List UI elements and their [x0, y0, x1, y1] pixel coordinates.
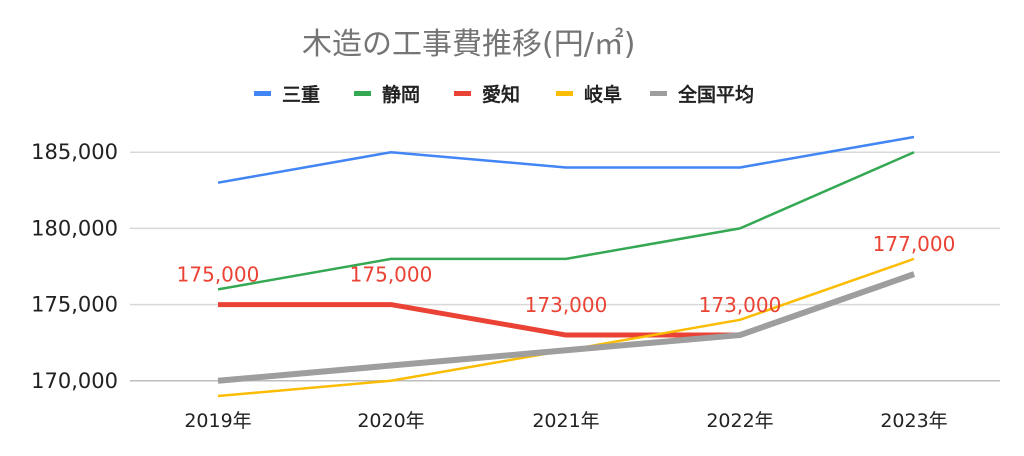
legend-label: 静岡 [382, 83, 420, 106]
gridlines [130, 151, 1000, 382]
legend-swatch [650, 91, 667, 96]
y-tick-label: 170,000 [31, 369, 118, 393]
legend-label: 全国平均 [677, 83, 754, 106]
chart-title: 木造の工事費推移(円/㎡) [302, 27, 636, 62]
x-tick-label: 2022年 [706, 410, 773, 432]
y-axis: 170,000 175,000 180,000 185,000 [31, 140, 118, 393]
y-tick-label: 175,000 [31, 293, 118, 317]
data-label: 173,000 [699, 293, 782, 317]
series-line-静岡 [217, 151, 915, 291]
x-tick-label: 2020年 [357, 410, 424, 432]
x-tick-label: 2019年 [184, 410, 251, 432]
y-tick-label: 185,000 [31, 140, 118, 164]
x-tick-label: 2021年 [532, 410, 599, 432]
series-line-三重 [217, 135, 915, 184]
x-axis: 2019年 2020年 2021年 2022年 2023年 [184, 410, 947, 432]
data-label: 175,000 [177, 263, 260, 287]
series-line-全国平均 [217, 271, 915, 384]
legend-swatch [354, 91, 371, 96]
x-tick-label: 2023年 [880, 410, 947, 432]
legend-swatch [254, 91, 271, 96]
legend-label: 岐阜 [584, 83, 622, 106]
legend-label: 愛知 [482, 83, 520, 106]
series-line-岐阜 [217, 257, 915, 398]
legend-swatch [454, 91, 471, 96]
data-labels: 175,000 175,000 173,000 173,000 177,000 [177, 232, 956, 317]
data-label: 173,000 [525, 293, 608, 317]
legend: 三重 静岡 愛知 岐阜 全国平均 [254, 83, 754, 106]
data-label: 177,000 [873, 232, 956, 256]
data-label: 175,000 [350, 263, 433, 287]
series-lines [217, 135, 915, 398]
legend-swatch [556, 91, 573, 96]
y-tick-label: 180,000 [31, 216, 118, 240]
legend-label: 三重 [282, 84, 320, 106]
